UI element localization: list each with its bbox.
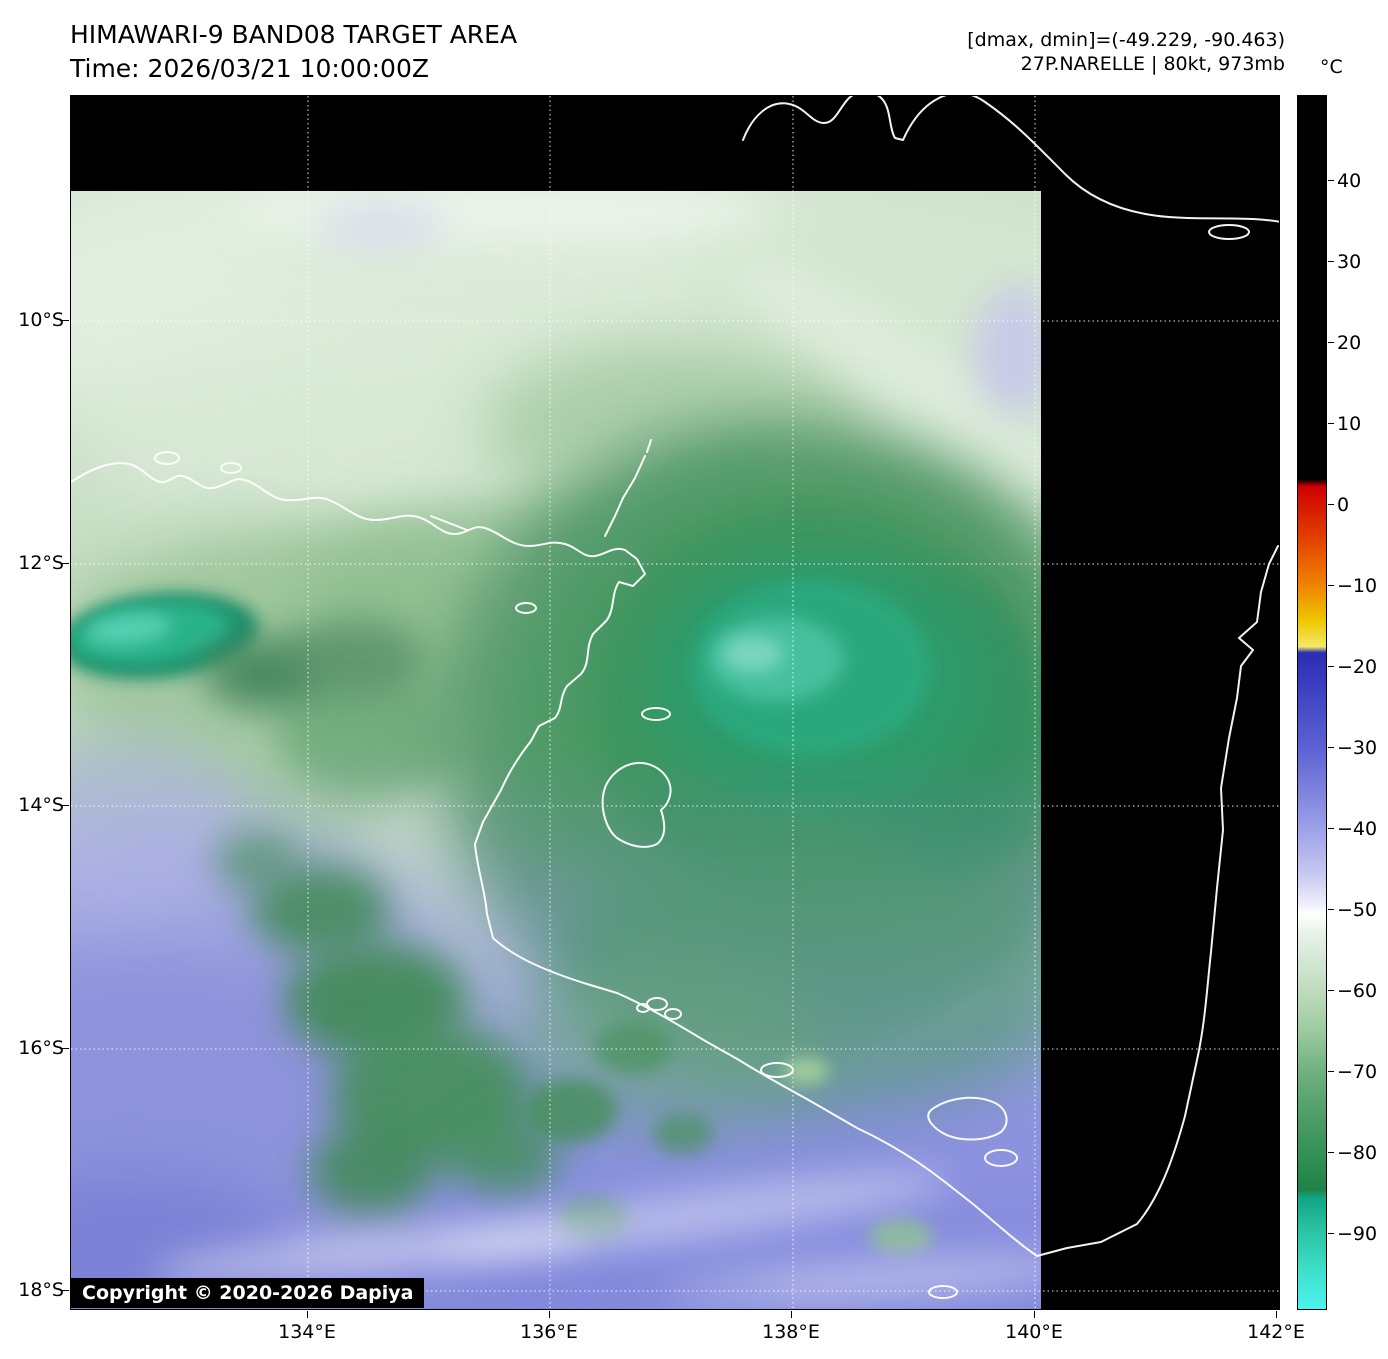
x-axis-tick: [549, 1311, 550, 1318]
y-axis-tick: [62, 1048, 69, 1049]
lat-tick-label: 12°S: [18, 552, 64, 574]
colorbar-tick-label: −10: [1327, 575, 1378, 597]
colorbar-tick-label: 30: [1327, 251, 1362, 273]
colorbar-tick-label: −30: [1327, 737, 1378, 759]
y-axis-tick: [62, 320, 69, 321]
x-axis-tick: [1276, 1311, 1277, 1318]
lat-tick-label: 14°S: [18, 794, 64, 816]
satellite-imagery: [71, 191, 1041, 1309]
dmax-dmin-label: [dmax, dmin]=(-49.229, -90.463): [967, 29, 1285, 51]
lon-tick-label: 142°E: [1247, 1321, 1305, 1343]
y-axis-tick: [62, 805, 69, 806]
colorbar-tick-label: −80: [1327, 1142, 1378, 1164]
colorbar-tick-label: −70: [1327, 1061, 1378, 1083]
celsius-unit-label: °C: [1320, 56, 1343, 78]
temperature-colorbar: [1297, 95, 1327, 1310]
x-axis-tick: [307, 1311, 308, 1318]
storm-label: 27P.NARELLE | 80kt, 973mb: [1020, 53, 1285, 75]
satellite-plot: Copyright © 2020-2026 Dapiya: [70, 95, 1280, 1310]
lon-tick-label: 138°E: [762, 1321, 820, 1343]
y-axis-tick: [62, 563, 69, 564]
colorbar-tick-label: 0: [1327, 494, 1350, 516]
storm-info-block: [dmax, dmin]=(-49.229, -90.463) 27P.NARE…: [967, 28, 1285, 76]
figure-header: HIMAWARI-9 BAND08 TARGET AREA Time: 2026…: [70, 18, 517, 86]
colorbar-tick-label: 40: [1327, 170, 1362, 192]
figure-title: HIMAWARI-9 BAND08 TARGET AREA: [70, 20, 518, 49]
colorbar-tick-label: −90: [1327, 1223, 1378, 1245]
x-axis-tick: [1034, 1311, 1035, 1318]
colorbar-tick-label: 10: [1327, 413, 1362, 435]
colorbar-tick-label: 20: [1327, 332, 1362, 354]
colorbar-tick-label: −40: [1327, 818, 1378, 840]
gridlines: [71, 96, 1279, 1309]
lat-tick-label: 16°S: [18, 1037, 64, 1059]
x-axis-tick: [791, 1311, 792, 1318]
lat-tick-label: 10°S: [18, 309, 64, 331]
satellite-figure: [71, 96, 1279, 1309]
time-label: Time: 2026/03/21 10:00:00Z: [70, 54, 429, 83]
lon-tick-label: 136°E: [520, 1321, 578, 1343]
lon-tick-label: 140°E: [1005, 1321, 1063, 1343]
lon-tick-label: 134°E: [278, 1321, 336, 1343]
colorbar-tick-label: −50: [1327, 899, 1378, 921]
y-axis-tick: [62, 1290, 69, 1291]
lat-tick-label: 18°S: [18, 1279, 64, 1301]
colorbar-tick-label: −60: [1327, 980, 1378, 1002]
coastline-overlay: [71, 96, 1279, 1299]
copyright-badge: Copyright © 2020-2026 Dapiya: [71, 1278, 425, 1308]
colorbar-tick-label: −20: [1327, 656, 1378, 678]
